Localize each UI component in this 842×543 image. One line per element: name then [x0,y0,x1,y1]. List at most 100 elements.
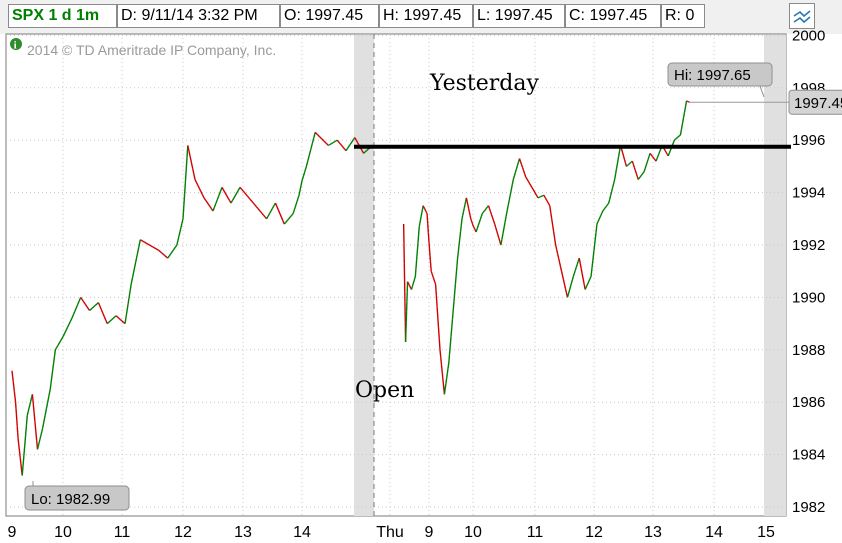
price-segment [307,154,311,161]
price-segment [170,251,173,255]
price-segment [158,249,161,253]
open-annotation: Open [355,378,414,403]
price-segment [521,167,525,171]
price-segment [500,239,503,246]
price-segment [589,276,592,279]
price-segment [31,394,34,404]
price-segment [141,240,144,243]
price-segment [445,373,449,379]
price-segment [534,192,537,195]
price-segment [473,227,476,231]
symbol-selector[interactable]: SPX 1 d 1m [8,4,117,28]
price-segment [68,321,72,325]
price-segment [544,196,547,200]
price-segment [571,276,575,281]
price-segment [56,345,59,348]
price-segment [164,254,167,258]
price-segment [251,200,254,204]
price-segment [428,242,431,253]
price-segment [418,223,421,227]
price-segment [221,187,225,191]
price-segment [62,333,66,338]
price-segment [94,303,98,306]
price-segment [603,207,606,211]
price-segment [574,267,577,271]
price-segment [69,318,73,322]
price-segment [477,222,480,227]
price-segment [681,117,685,124]
price-segment [180,223,183,228]
price-segment [550,212,553,219]
price-segment [556,253,560,259]
price-segment [457,244,460,252]
price-segment [412,280,415,284]
price-segment [14,396,17,403]
price-segment [587,280,590,284]
price-segment [591,258,594,268]
price-segment [349,141,353,145]
price-segment [611,187,614,192]
price-segment [600,212,603,216]
price-segment [575,263,578,268]
trend-line-tool-button[interactable] [789,3,815,29]
price-segment [430,270,433,274]
price-segment [510,184,513,191]
price-segment [443,389,446,395]
price-segment [408,283,411,286]
y-tick-label: 1986 [792,394,825,411]
price-segment [115,315,119,318]
price-segment [41,428,44,433]
price-segment [449,336,452,346]
price-segment [280,216,284,221]
price-segment [431,273,434,276]
price-segment [635,173,638,177]
price-segment [289,214,293,218]
price-segment [615,162,619,169]
price-segment [650,154,653,157]
price-segment [146,242,149,245]
price-segment [519,161,523,165]
price-segment [572,273,575,277]
price-segment [424,209,427,212]
price-segment [19,457,22,464]
hi-badge-label: Hi: 1997.65 [674,67,751,84]
price-segment [440,357,443,365]
price-segment [420,212,423,217]
y-tick-label: 1992 [792,237,825,254]
price-segment [257,207,260,211]
price-segment [604,206,607,209]
price-segment [29,401,32,405]
price-segment [33,412,36,422]
info-icon [10,38,22,50]
price-segment [419,219,422,224]
price-segment [233,194,237,199]
price-segment [649,152,652,156]
price-segment [319,136,323,140]
price-segment [562,279,566,285]
price-segment [301,175,305,182]
price-segment [470,220,473,224]
price-segment [464,201,467,205]
price-segment [313,132,316,139]
price-segment [422,205,425,208]
price-segment [84,303,88,307]
price-segment [595,223,598,233]
price-segment [59,338,63,342]
price-segment [184,169,187,183]
price-segment [623,159,627,164]
price-segment [447,362,450,369]
price-segment [597,219,600,223]
price-segment [181,218,184,224]
price-segment [143,240,146,243]
y-tick-label: 1996 [792,132,825,149]
price-segment [263,214,266,218]
price-segment [213,202,217,208]
price-segment [419,216,422,220]
price-segment [436,306,439,318]
price-segment [484,207,487,211]
price-segment [13,386,16,392]
price-segment [183,182,187,195]
price-segment [25,415,28,426]
price-segment [471,222,474,226]
price-segment [459,231,462,239]
